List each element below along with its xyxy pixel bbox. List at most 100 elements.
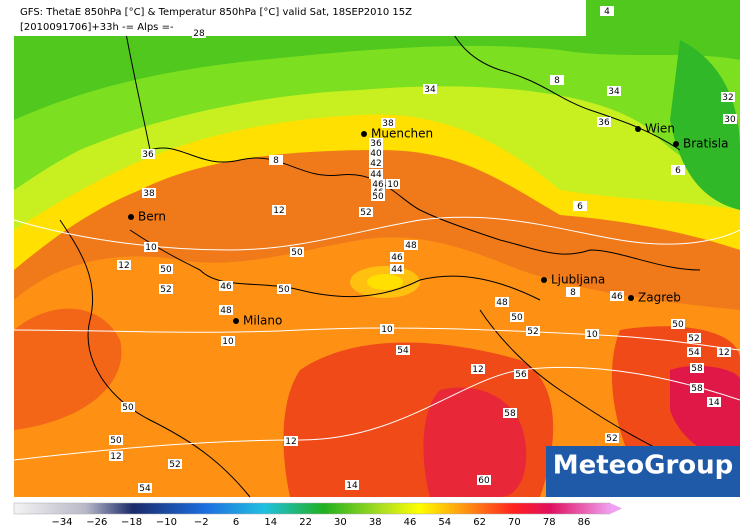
logo-box — [546, 446, 740, 497]
contour-label: 12 — [285, 437, 296, 447]
contour-label: 46 — [611, 292, 623, 302]
contour-label: 56 — [515, 370, 527, 380]
colorbar-label: 62 — [473, 517, 486, 528]
contour-label-box — [404, 240, 418, 250]
colorbar-label: 54 — [438, 517, 451, 528]
contour-label-box — [503, 408, 517, 418]
contour-label-box — [600, 6, 614, 16]
contour-label: 34 — [424, 85, 436, 95]
contour-label: 14 — [346, 481, 358, 491]
contour-label: 44 — [391, 265, 403, 275]
contour-label-box — [219, 305, 233, 315]
contour-label-box — [687, 347, 701, 357]
contour-label: 52 — [606, 434, 617, 444]
contour-label-box — [371, 179, 385, 189]
contour-label-box — [219, 281, 233, 291]
contour-label: 40 — [370, 149, 382, 159]
contour-label: 6 — [577, 202, 583, 212]
contour-label-box — [345, 480, 359, 490]
contour-label: 8 — [273, 156, 279, 166]
contour-label-box — [585, 329, 599, 339]
contour-label: 50 — [672, 320, 684, 330]
city-dot — [541, 277, 547, 283]
contour-label: 50 — [110, 436, 122, 446]
contour-label: 50 — [291, 248, 303, 258]
contour-label: 50 — [372, 192, 384, 202]
contour-label-box — [371, 191, 385, 201]
city-name: Muenchen — [371, 127, 433, 141]
city-dot — [361, 131, 367, 137]
contour-label: 48 — [405, 241, 417, 251]
contour-label: 10 — [586, 330, 598, 340]
contour-label: 54 — [139, 484, 151, 494]
contour-label: 46 — [391, 253, 403, 263]
contour-label: 10 — [145, 243, 157, 253]
contour-label-box — [610, 291, 624, 301]
logo: MeteoGroup — [553, 451, 734, 481]
contour-label-box — [687, 333, 701, 343]
contour-label-box — [121, 402, 135, 412]
contour-label-box — [671, 165, 685, 175]
contour-label-box — [359, 207, 373, 217]
contour-label: 10 — [381, 325, 393, 335]
contour-label: 48 — [496, 298, 508, 308]
header-box — [14, 0, 586, 36]
contour-label-box — [495, 297, 509, 307]
contour-label-box — [277, 284, 291, 294]
contour-label-box — [566, 287, 580, 297]
contour-label: 10 — [387, 180, 399, 190]
city-dot — [128, 214, 134, 220]
contour-label: 52 — [360, 208, 371, 218]
contour-label: 50 — [278, 285, 290, 295]
contour-label: 28 — [193, 29, 205, 39]
contour-label-box — [109, 451, 123, 461]
contour-label: 42 — [370, 159, 381, 169]
header-line: GFS: ThetaE 850hPa [°C] & Temperatur 850… — [20, 7, 412, 18]
contour-label-box — [396, 345, 410, 355]
colorbar-label: 14 — [264, 517, 277, 528]
contour-label-box — [605, 433, 619, 443]
contour-label-box — [159, 284, 173, 294]
contour-label-box — [717, 347, 731, 357]
contour-label-box — [284, 436, 298, 446]
city-name: Zagreb — [638, 291, 681, 305]
colorbar-label: 22 — [299, 517, 312, 528]
colorbar-label: −34 — [51, 517, 72, 528]
contour-label: 36 — [142, 150, 154, 160]
city-name: Wien — [645, 122, 675, 136]
contour-label: 8 — [554, 76, 560, 86]
contour-label-box — [141, 149, 155, 159]
contour-label-box — [690, 363, 704, 373]
contour-label-box — [423, 84, 437, 94]
contour-label: 12 — [110, 452, 121, 462]
contour-label-box — [690, 383, 704, 393]
contour-label: 48 — [220, 306, 232, 316]
contour-label-box — [109, 435, 123, 445]
colorbar-arrow — [610, 503, 622, 514]
contour-label: 30 — [724, 115, 736, 125]
contour-label-box — [510, 312, 524, 322]
contour-label: 36 — [598, 118, 610, 128]
contour-label: 38 — [382, 119, 394, 129]
header-line: [2010091706]+33h -= Alps =- — [20, 22, 174, 33]
colorbar-label: −18 — [121, 517, 142, 528]
contour-label-box — [381, 118, 395, 128]
contour-label-box — [707, 397, 721, 407]
contour-label: 6 — [675, 166, 681, 176]
contour-label: 8 — [570, 288, 576, 298]
contour-label: 46 — [372, 180, 384, 190]
contour-label: 4 — [604, 7, 610, 17]
colorbar-label: 70 — [508, 517, 521, 528]
contour-label-box — [192, 28, 206, 38]
contour-label-box — [514, 369, 528, 379]
contour-label: 46 — [220, 282, 232, 292]
contour-label: 60 — [478, 476, 490, 486]
contour-label-box — [369, 169, 383, 179]
contour-label-box — [550, 75, 564, 85]
contour-label-box — [671, 319, 685, 329]
contour-label-box — [369, 138, 383, 148]
contour-label: 14 — [708, 398, 720, 408]
contour-label-box — [471, 364, 485, 374]
city-dot — [635, 126, 641, 132]
contour-label-box — [369, 148, 383, 158]
